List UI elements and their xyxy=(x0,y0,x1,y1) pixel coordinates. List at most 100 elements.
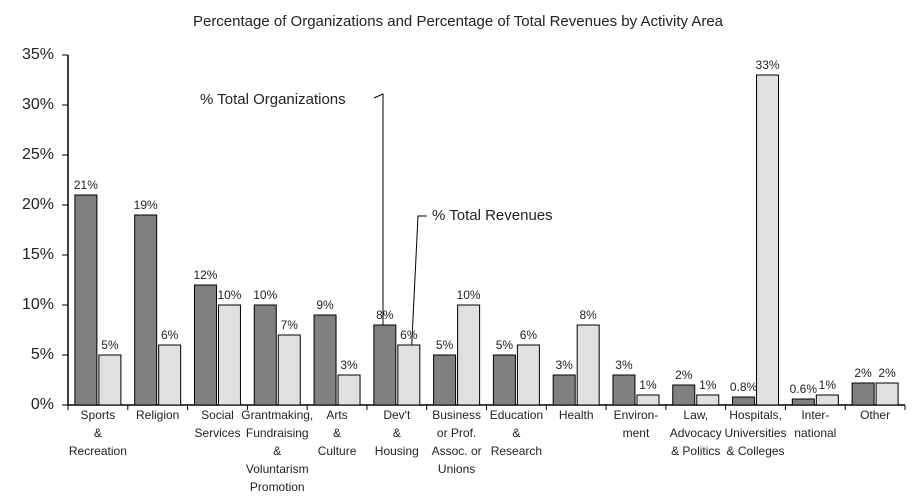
data-label: 5% xyxy=(496,338,514,352)
x-tick-label: Religion xyxy=(136,408,179,422)
x-tick-label: Advocacy xyxy=(670,426,722,440)
data-label: 2% xyxy=(878,366,896,380)
bar xyxy=(134,214,158,406)
bar xyxy=(313,314,337,406)
x-tick-label: Inter- xyxy=(801,408,829,422)
data-label: 19% xyxy=(134,198,158,212)
data-label: 21% xyxy=(74,178,98,192)
data-label: 8% xyxy=(580,308,598,322)
annotation: % Total Organizations xyxy=(200,91,346,108)
x-tick-label: Assoc. or xyxy=(432,444,482,458)
x-tick-label: Sports xyxy=(81,408,116,422)
x-tick-label: Arts xyxy=(326,408,347,422)
data-label: 10% xyxy=(217,288,241,302)
bar xyxy=(74,194,98,406)
x-tick-label: Universities xyxy=(725,426,787,440)
x-tick-label: Health xyxy=(559,408,594,422)
bar xyxy=(516,344,540,406)
annotation: % Total Revenues xyxy=(432,207,553,224)
bar xyxy=(612,374,636,406)
x-tick-label: & Colleges xyxy=(727,444,785,458)
data-label: 6% xyxy=(400,328,418,342)
y-tick-label: 30% xyxy=(22,96,54,113)
data-label: 2% xyxy=(675,368,693,382)
bar xyxy=(732,396,756,406)
y-tick-label: 15% xyxy=(22,246,54,263)
bar xyxy=(851,382,875,406)
y-tick-label: 25% xyxy=(22,146,54,163)
data-label: 1% xyxy=(819,378,837,392)
bar xyxy=(193,284,217,406)
y-tick-label: 5% xyxy=(31,346,54,363)
bar xyxy=(253,304,277,406)
y-tick-label: 0% xyxy=(31,396,54,413)
x-tick-label: Research xyxy=(491,444,542,458)
x-tick-label: & xyxy=(273,444,281,458)
bar xyxy=(492,354,516,406)
x-tick-label: Environ- xyxy=(614,408,659,422)
bar xyxy=(552,374,576,406)
x-tick-label: & xyxy=(393,426,401,440)
data-label: 10% xyxy=(253,288,277,302)
bar xyxy=(696,394,720,406)
x-tick-label: Housing xyxy=(375,444,419,458)
bar xyxy=(98,354,122,406)
data-label: 3% xyxy=(556,358,574,372)
x-tick-label: Law, xyxy=(683,408,708,422)
data-label: 33% xyxy=(756,58,780,72)
bar xyxy=(815,394,839,406)
data-label: 0.8% xyxy=(730,380,758,394)
annotation-arrow xyxy=(373,93,389,383)
x-tick-label: or Prof. xyxy=(437,426,476,440)
x-tick-label: Grantmaking, xyxy=(241,408,313,422)
x-tick-label: Culture xyxy=(318,444,357,458)
x-tick-label: Services xyxy=(194,426,240,440)
data-label: 12% xyxy=(193,268,217,282)
x-tick-label: & Politics xyxy=(671,444,720,458)
bar xyxy=(433,354,457,406)
bar xyxy=(457,304,481,406)
data-label: 2% xyxy=(854,366,872,380)
data-label: 9% xyxy=(316,298,334,312)
bar xyxy=(337,374,361,406)
data-label: 3% xyxy=(340,358,358,372)
data-label: 6% xyxy=(520,328,538,342)
x-tick-label: Promotion xyxy=(250,480,305,494)
bar xyxy=(756,74,780,406)
data-label: 1% xyxy=(639,378,657,392)
bar xyxy=(373,324,397,406)
data-label: 5% xyxy=(436,338,454,352)
x-tick-label: Voluntarism xyxy=(246,462,309,476)
x-tick-label: Recreation xyxy=(69,444,127,458)
y-tick-label: 10% xyxy=(22,296,54,313)
bar xyxy=(217,304,241,406)
data-label: 8% xyxy=(376,308,394,322)
data-label: 3% xyxy=(615,358,633,372)
y-tick-label: 35% xyxy=(22,46,54,63)
bar xyxy=(576,324,600,406)
annotation-arrow xyxy=(409,215,427,384)
x-tick-label: national xyxy=(794,426,836,440)
x-tick-label: Fundraising xyxy=(246,426,309,440)
x-tick-label: Social xyxy=(201,408,234,422)
x-tick-label: & xyxy=(94,426,102,440)
x-tick-label: Dev't xyxy=(383,408,411,422)
bar xyxy=(397,344,421,406)
data-label: 0.6% xyxy=(790,382,818,396)
x-tick-label: Education xyxy=(490,408,543,422)
y-tick-label: 20% xyxy=(22,196,54,213)
bar xyxy=(875,382,899,406)
x-tick-label: & xyxy=(512,426,520,440)
data-label: 6% xyxy=(161,328,179,342)
bar xyxy=(672,384,696,406)
x-tick-label: Unions xyxy=(438,462,475,476)
x-tick-label: ment xyxy=(623,426,650,440)
data-label: 1% xyxy=(699,378,717,392)
data-label: 7% xyxy=(281,318,299,332)
x-tick-label: & xyxy=(333,426,341,440)
data-label: 5% xyxy=(101,338,119,352)
bar xyxy=(158,344,182,406)
bar xyxy=(791,398,815,406)
x-tick-label: Other xyxy=(860,408,890,422)
